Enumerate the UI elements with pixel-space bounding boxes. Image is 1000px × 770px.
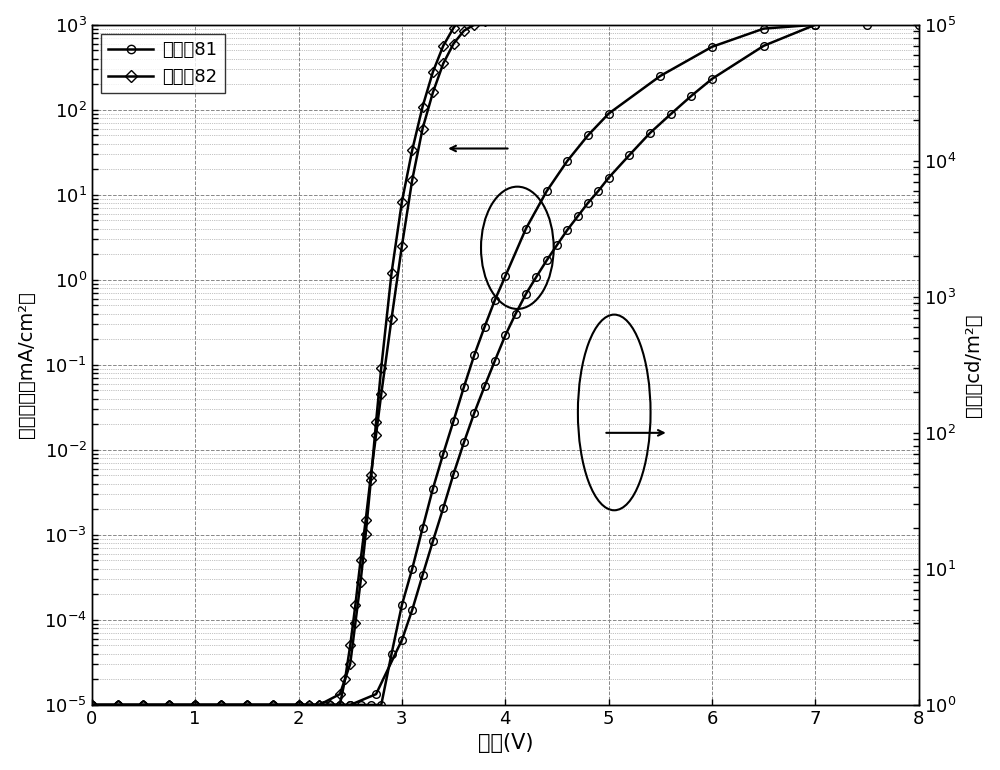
实施例82 [349, 601, 361, 610]
实施例82 [137, 700, 149, 709]
实施例82 [324, 700, 336, 709]
实施例81 [427, 484, 439, 494]
实施例81 [215, 700, 227, 709]
实施例81 [406, 564, 418, 574]
实施例82 [861, 13, 873, 22]
实施例82 [520, 13, 532, 22]
实施例82 [339, 675, 351, 684]
Y-axis label: 电流密度（mA/cm²）: 电流密度（mA/cm²） [17, 291, 36, 438]
实施例82 [375, 390, 387, 399]
实施例81 [313, 700, 325, 709]
实施例82 [541, 13, 553, 22]
实施例82 [241, 700, 253, 709]
实施例82 [479, 17, 491, 26]
实施例82 [344, 641, 356, 650]
实施例82 [86, 700, 98, 709]
实施例81 [582, 131, 594, 140]
实施例82 [603, 13, 615, 22]
实施例81 [189, 700, 201, 709]
Line: 实施例81: 实施例81 [88, 21, 923, 708]
实施例82 [396, 241, 408, 250]
实施例82 [706, 13, 718, 22]
实施例81 [396, 601, 408, 610]
实施例82 [406, 175, 418, 184]
实施例81 [913, 20, 925, 29]
实施例82 [360, 515, 372, 524]
实施例81 [417, 524, 429, 533]
实施例82 [758, 13, 770, 22]
实施例82 [189, 700, 201, 709]
实施例81 [293, 700, 305, 709]
Legend: 实施例81, 实施例82: 实施例81, 实施例82 [101, 34, 225, 93]
实施例81 [375, 700, 387, 709]
实施例81 [137, 700, 149, 709]
实施例82 [809, 13, 821, 22]
实施例81 [654, 72, 666, 81]
实施例81 [468, 350, 480, 360]
实施例81 [561, 156, 573, 166]
实施例82 [355, 556, 367, 565]
实施例82 [267, 700, 279, 709]
实施例81 [520, 224, 532, 233]
实施例82 [215, 700, 227, 709]
实施例81 [603, 109, 615, 119]
实施例81 [448, 416, 460, 425]
Line: 实施例82: 实施例82 [88, 14, 923, 708]
X-axis label: 电压(V): 电压(V) [478, 733, 533, 753]
实施例81 [267, 700, 279, 709]
实施例82 [437, 59, 449, 68]
实施例81 [163, 700, 175, 709]
实施例82 [365, 470, 377, 480]
实施例81 [479, 322, 491, 331]
实施例81 [386, 649, 398, 658]
实施例82 [654, 13, 666, 22]
实施例82 [386, 314, 398, 323]
实施例82 [468, 20, 480, 29]
实施例81 [303, 700, 315, 709]
实施例81 [809, 20, 821, 29]
实施例81 [706, 42, 718, 52]
实施例82 [489, 15, 501, 24]
实施例82 [112, 700, 124, 709]
实施例82 [334, 700, 346, 709]
实施例81 [324, 700, 336, 709]
实施例81 [541, 186, 553, 196]
实施例82 [499, 13, 511, 22]
实施例82 [561, 13, 573, 22]
实施例81 [489, 295, 501, 304]
实施例82 [303, 700, 315, 709]
实施例81 [437, 449, 449, 458]
实施例82 [458, 26, 470, 35]
实施例82 [582, 13, 594, 22]
实施例82 [913, 13, 925, 22]
实施例82 [293, 700, 305, 709]
实施例82 [427, 88, 439, 97]
实施例81 [344, 700, 356, 709]
实施例82 [163, 700, 175, 709]
实施例81 [458, 382, 470, 391]
实施例81 [758, 24, 770, 33]
实施例82 [448, 39, 460, 49]
Y-axis label: 亮度（cd/m²）: 亮度（cd/m²） [964, 313, 983, 417]
实施例81 [112, 700, 124, 709]
实施例81 [334, 700, 346, 709]
实施例82 [370, 430, 382, 440]
实施例82 [417, 124, 429, 133]
实施例81 [861, 20, 873, 29]
实施例81 [86, 700, 98, 709]
实施例81 [365, 700, 377, 709]
实施例81 [241, 700, 253, 709]
实施例81 [499, 272, 511, 281]
实施例82 [313, 700, 325, 709]
实施例81 [355, 700, 367, 709]
